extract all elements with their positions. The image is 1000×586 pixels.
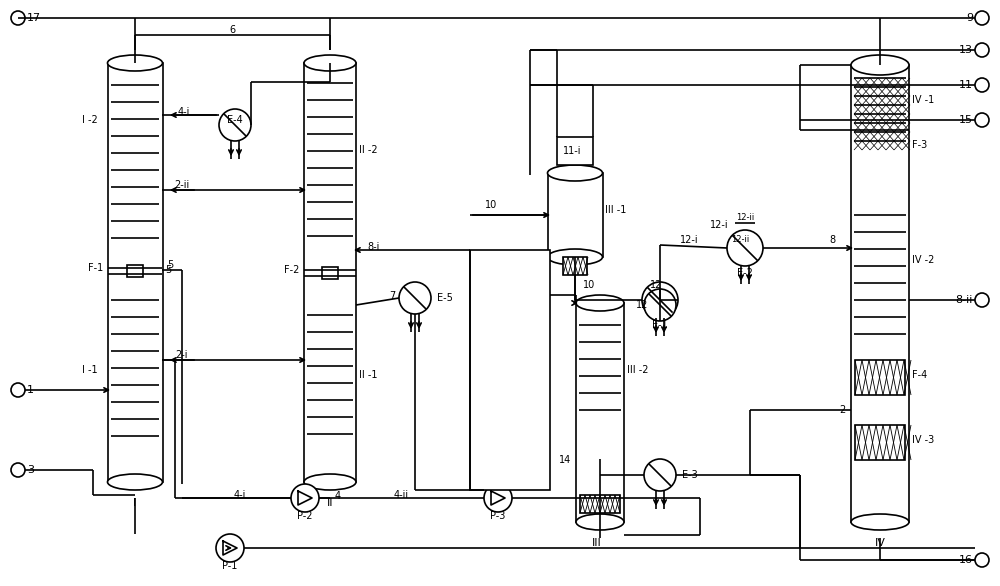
Text: F-2: F-2	[284, 265, 299, 275]
Text: F-4: F-4	[912, 370, 927, 380]
Text: E-1: E-1	[652, 320, 668, 330]
Text: III -1: III -1	[605, 205, 626, 215]
Text: 12-ii: 12-ii	[736, 213, 754, 223]
Bar	[322, 267, 338, 279]
Circle shape	[399, 282, 431, 314]
Text: I -1: I -1	[82, 365, 98, 375]
Ellipse shape	[548, 249, 602, 265]
Text: 4-ii: 4-ii	[393, 490, 409, 500]
Circle shape	[291, 484, 319, 512]
Text: IV -2: IV -2	[912, 255, 934, 265]
Text: 8-ii: 8-ii	[956, 295, 973, 305]
Circle shape	[975, 11, 989, 25]
Circle shape	[11, 463, 25, 477]
Text: P-3: P-3	[490, 511, 506, 521]
Text: 8-i: 8-i	[368, 242, 380, 252]
Text: 9: 9	[966, 13, 973, 23]
Text: 12: 12	[650, 280, 662, 290]
Text: I -2: I -2	[82, 115, 98, 125]
Ellipse shape	[304, 55, 356, 71]
Bar	[576, 303, 624, 522]
Text: 12-i: 12-i	[710, 220, 729, 230]
Circle shape	[11, 383, 25, 397]
Bar	[855, 360, 905, 395]
Bar	[470, 250, 550, 490]
Circle shape	[975, 78, 989, 92]
Bar	[548, 173, 603, 257]
Bar	[563, 257, 587, 275]
Ellipse shape	[304, 474, 356, 490]
Text: 1: 1	[27, 385, 34, 395]
Circle shape	[975, 113, 989, 127]
Text: E-3: E-3	[682, 470, 698, 480]
Text: 11: 11	[959, 80, 973, 90]
Bar	[855, 425, 905, 460]
Bar	[557, 137, 593, 165]
Circle shape	[216, 534, 244, 562]
Text: III: III	[592, 538, 602, 548]
Text: III -2: III -2	[627, 365, 648, 375]
Circle shape	[642, 282, 678, 318]
Circle shape	[484, 484, 512, 512]
Text: 5: 5	[167, 260, 173, 270]
Text: 3: 3	[27, 465, 34, 475]
Bar	[851, 65, 909, 522]
Text: 7: 7	[389, 291, 395, 301]
Text: IV -1: IV -1	[912, 95, 934, 105]
Text: 14: 14	[559, 455, 571, 465]
Ellipse shape	[851, 55, 909, 75]
Ellipse shape	[576, 295, 624, 311]
Ellipse shape	[576, 514, 624, 530]
Text: 4: 4	[335, 491, 341, 501]
Text: II: II	[327, 498, 333, 508]
Circle shape	[219, 109, 251, 141]
Ellipse shape	[108, 474, 162, 490]
Ellipse shape	[851, 514, 909, 530]
Text: 16: 16	[959, 555, 973, 565]
Text: P-1: P-1	[222, 561, 238, 571]
Text: E-4: E-4	[227, 115, 243, 125]
Text: I: I	[133, 498, 137, 508]
Ellipse shape	[108, 55, 162, 71]
Text: 17: 17	[27, 13, 41, 23]
Text: P-2: P-2	[297, 511, 313, 521]
Circle shape	[975, 43, 989, 57]
Circle shape	[727, 230, 763, 266]
Text: 6: 6	[229, 25, 235, 35]
Circle shape	[644, 459, 676, 491]
Text: 11-i: 11-i	[563, 146, 581, 156]
Bar	[127, 265, 143, 277]
Circle shape	[11, 11, 25, 25]
Text: IV -3: IV -3	[912, 435, 934, 445]
Text: 5: 5	[165, 265, 171, 275]
Bar	[304, 63, 356, 482]
Text: 12: 12	[636, 300, 648, 310]
Text: 2: 2	[840, 405, 846, 415]
Text: 10: 10	[583, 280, 595, 290]
Text: F-3: F-3	[912, 140, 927, 150]
Text: II -2: II -2	[359, 145, 378, 155]
Text: 4-i: 4-i	[234, 490, 246, 500]
Text: 8: 8	[830, 235, 836, 245]
Circle shape	[644, 289, 676, 321]
Circle shape	[975, 553, 989, 567]
Bar	[580, 495, 620, 513]
Text: 10: 10	[485, 200, 497, 210]
Text: E-2: E-2	[737, 268, 753, 278]
Text: 12-i: 12-i	[680, 235, 699, 245]
Text: E-5: E-5	[437, 293, 453, 303]
Text: 12-ii: 12-ii	[731, 236, 749, 244]
Text: II -1: II -1	[359, 370, 378, 380]
Text: IV: IV	[875, 538, 885, 548]
Text: F-1: F-1	[88, 263, 103, 273]
Text: 15: 15	[959, 115, 973, 125]
Text: 4-i: 4-i	[178, 107, 190, 117]
Text: 13: 13	[959, 45, 973, 55]
Ellipse shape	[548, 165, 602, 181]
Circle shape	[975, 293, 989, 307]
Bar	[108, 63, 163, 482]
Text: 2-ii: 2-ii	[174, 180, 190, 190]
Text: 2-i: 2-i	[176, 350, 188, 360]
